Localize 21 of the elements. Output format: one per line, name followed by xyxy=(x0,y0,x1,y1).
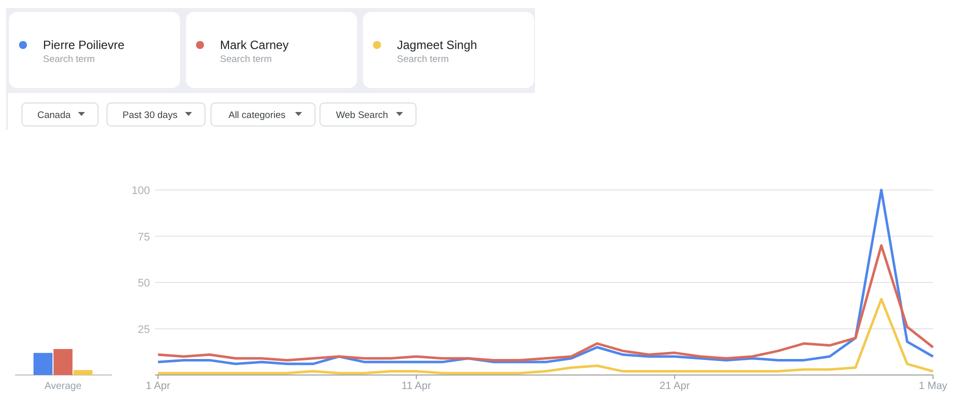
text: Web Search xyxy=(336,110,388,121)
legend-label: Mark Carney xyxy=(220,38,289,52)
y-tick-label: 25 xyxy=(138,324,150,336)
y-tick-label: 100 xyxy=(132,185,150,197)
text: Search term xyxy=(220,54,272,65)
text: Past 30 days xyxy=(122,110,178,121)
text: Search term xyxy=(43,54,95,65)
line-series xyxy=(156,244,934,362)
x-tick-label: 21 Apr xyxy=(659,380,690,392)
x-tick-label: 11 Apr xyxy=(402,380,432,392)
x-tick-label: Average xyxy=(44,381,82,392)
y-tick-label: 75 xyxy=(138,231,150,244)
y-tick-label: 50 xyxy=(138,278,150,290)
text: Search term xyxy=(397,54,449,65)
line-series xyxy=(156,188,934,366)
legend-label: Jagmeet Singh xyxy=(397,38,478,52)
x-tick-label: 1 Apr xyxy=(146,380,171,392)
text: All categories xyxy=(228,110,286,121)
legend-label: Pierre Poilievre xyxy=(43,38,125,52)
text: Canada xyxy=(37,110,72,121)
x-tick-label: 1 May xyxy=(918,380,948,392)
